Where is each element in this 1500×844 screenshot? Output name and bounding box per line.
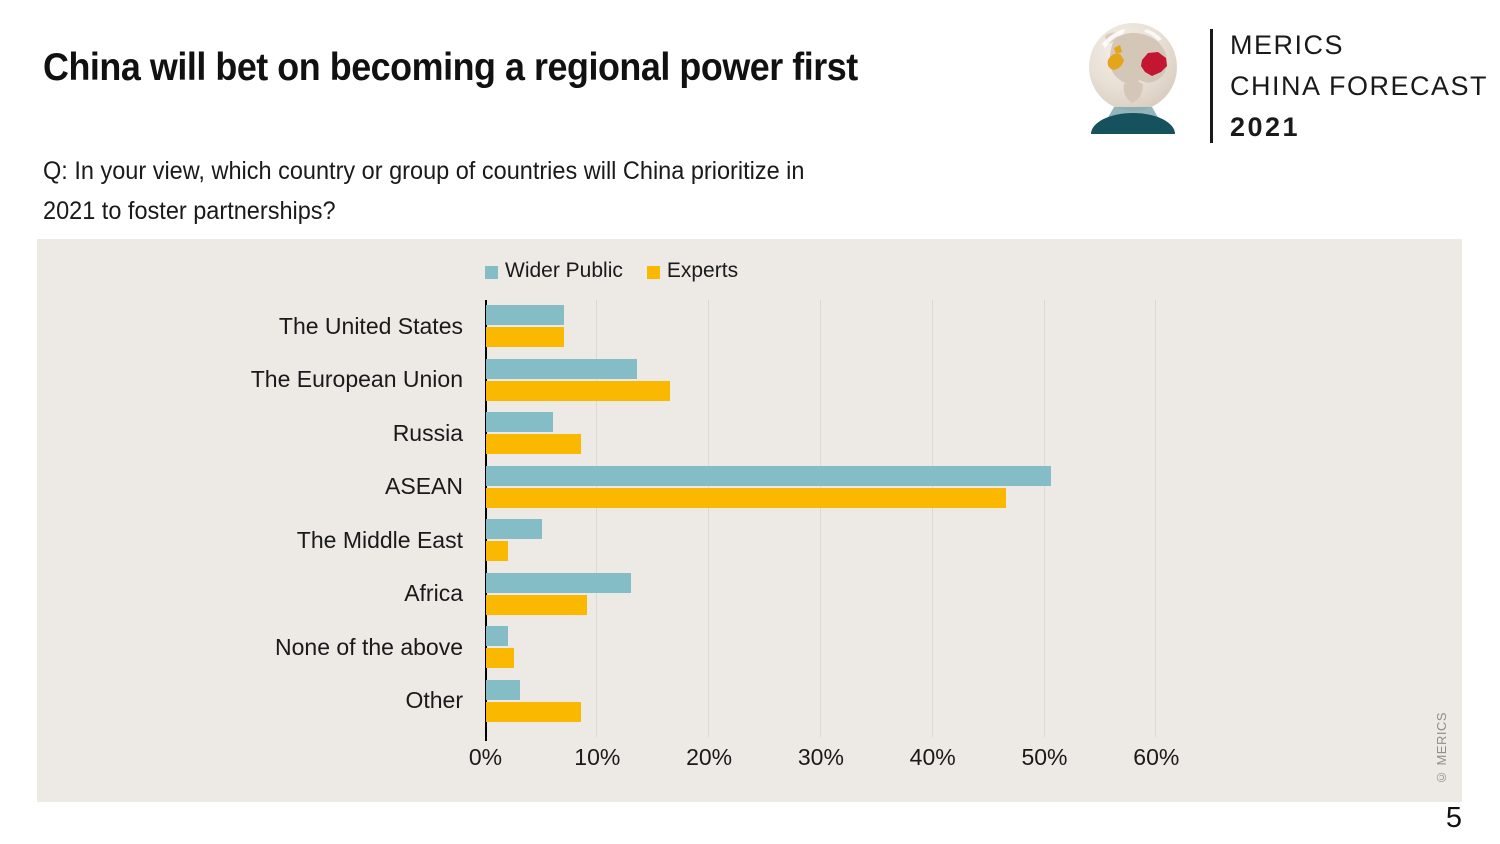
chart-row: Africa — [37, 568, 1462, 622]
gridline — [708, 300, 710, 737]
bar-experts — [486, 380, 671, 401]
chart-row: The Middle East — [37, 514, 1462, 568]
bar-experts — [486, 434, 582, 454]
chart-row: Other — [37, 675, 1462, 729]
x-tick-label: 30% — [797, 744, 844, 770]
chart-legend: Wider Public Experts — [485, 259, 738, 283]
legend-label: Wider Public — [505, 259, 623, 282]
crystal-ball-globe-icon — [1089, 23, 1177, 134]
legend-item: Wider Public — [485, 259, 623, 283]
bar-wider-public — [486, 519, 542, 539]
bar-wider-public — [486, 358, 637, 379]
chart-row: Russia — [37, 407, 1462, 461]
gridline — [931, 300, 933, 737]
legend-item: Experts — [646, 259, 739, 283]
legend-label: Experts — [666, 259, 739, 282]
category-label: None of the above — [275, 633, 463, 660]
chart-row: The United States — [37, 300, 1462, 354]
x-tick-label: 0% — [468, 744, 503, 770]
gridline — [1155, 300, 1157, 737]
chart-row: None of the above — [37, 621, 1462, 675]
bar-experts — [486, 648, 514, 668]
logo-product: CHINA FORECAST — [1230, 71, 1489, 101]
bar-wider-public — [486, 305, 565, 325]
bar-wider-public — [486, 679, 520, 700]
x-tick-label: 60% — [1133, 744, 1180, 770]
bar-wider-public — [486, 412, 554, 432]
x-tick-label: 40% — [909, 744, 956, 770]
bar-experts — [486, 541, 509, 561]
merics-logo: MERICS CHINA FORECAST 2021 — [1086, 22, 1488, 148]
gridline — [596, 300, 598, 737]
category-label: Russia — [392, 419, 463, 446]
logo-wordmark: MERICS CHINA FORECAST 2021 — [1230, 22, 1488, 148]
question-line-1: Q: In your view, which country or group … — [43, 157, 805, 185]
y-axis-line — [484, 300, 487, 741]
category-label: Other — [405, 687, 463, 713]
gridline — [819, 300, 821, 737]
logo-divider — [1210, 29, 1213, 143]
legend-swatch — [646, 265, 660, 279]
question-line-2: 2021 to foster partnerships? — [43, 197, 336, 225]
bar-wider-public — [486, 572, 632, 593]
bar-experts — [486, 594, 587, 615]
gridline — [1043, 300, 1045, 737]
x-tick-label: 20% — [686, 744, 733, 770]
bar-wider-public — [486, 465, 1051, 486]
bar-experts — [486, 701, 582, 722]
category-label: The United States — [278, 312, 463, 339]
category-label: The Middle East — [296, 526, 463, 553]
page-title: China will bet on becoming a regional po… — [43, 46, 858, 89]
bar-wider-public — [486, 626, 509, 646]
category-label: Africa — [404, 580, 463, 606]
bar-experts — [486, 327, 565, 347]
x-tick-label: 10% — [574, 744, 621, 770]
category-label: The European Union — [250, 366, 463, 392]
question-text: Q: In your view, which country or group … — [43, 151, 804, 231]
chart-row: The European Union — [37, 354, 1462, 408]
category-label: ASEAN — [385, 473, 463, 499]
copyright-note: © MERICS — [1434, 711, 1449, 785]
page-number: 5 — [1445, 802, 1462, 834]
x-tick-label: 50% — [1021, 744, 1068, 770]
legend-swatch — [485, 265, 498, 279]
chart-row: ASEAN — [37, 461, 1462, 515]
logo-brand: MERICS — [1230, 30, 1345, 60]
chart-panel: Wider Public Experts 0% 10% 20% 30% 40% 50% 60%… — [37, 239, 1462, 802]
logo-year: 2021 — [1230, 112, 1301, 142]
bar-experts — [486, 487, 1006, 508]
